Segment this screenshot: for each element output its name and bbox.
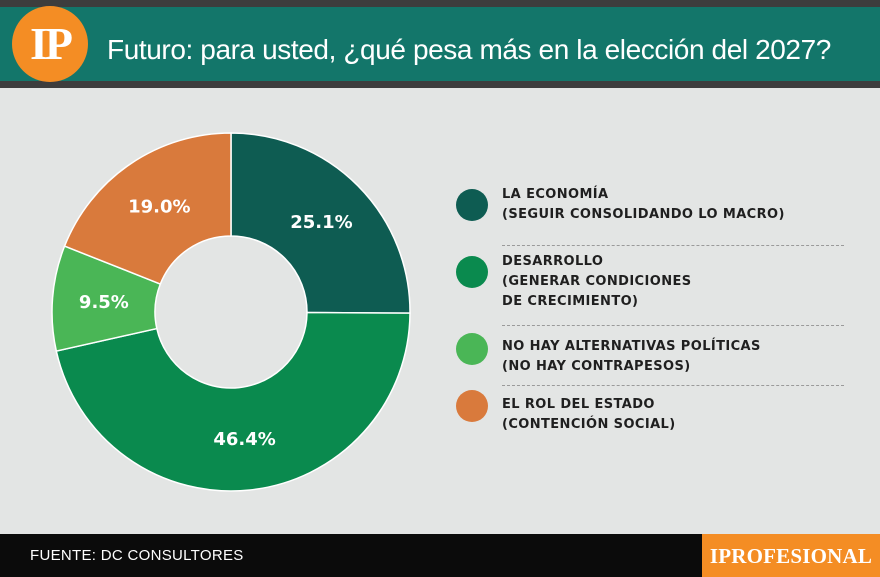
legend-divider-3 xyxy=(502,385,844,386)
legend-swatch-3 xyxy=(456,333,488,365)
ip-logo-text: IP xyxy=(30,18,73,69)
ip-logo: IP xyxy=(12,6,88,82)
slice-value-label-1: 25.1% xyxy=(290,212,352,233)
legend-swatch-4 xyxy=(456,390,488,422)
legend-label-2: DESARROLLO (GENERAR CONDICIONES DE CRECIMI… xyxy=(502,252,692,312)
brand-box: IPROFESIONAL xyxy=(702,534,880,577)
slice-value-label-2: 46.4% xyxy=(213,429,275,450)
legend-label-3: NO HAY ALTERNATIVAS POLÍTICAS (NO HAY CON… xyxy=(502,337,761,377)
legend-label-line: DE CRECIMIENTO) xyxy=(502,294,639,309)
legend-label-line: NO HAY ALTERNATIVAS POLÍTICAS xyxy=(502,339,761,354)
legend-divider-2 xyxy=(502,325,844,326)
brand-name: IPROFESIONAL xyxy=(709,544,873,568)
legend-label-4: EL ROL DEL ESTADO (CONTENCIÓN SOCIAL) xyxy=(502,395,676,435)
legend-label-line: (NO HAY CONTRAPESOS) xyxy=(502,359,691,374)
header-banner: Futuro: para usted, ¿qué pesa más en la … xyxy=(0,7,880,81)
slice-value-label-4: 19.0% xyxy=(128,197,190,218)
legend-label-line: EL ROL DEL ESTADO xyxy=(502,397,655,412)
legend-label-line: DESARROLLO xyxy=(502,254,604,269)
donut-slice-2 xyxy=(55,311,411,492)
donut-slice-4 xyxy=(63,132,232,285)
source-note: FUENTE: DC CONSULTORES xyxy=(30,547,244,564)
donut-chart: 25.1% 46.4% 9.5% 19.0% xyxy=(51,132,411,492)
legend-label-line: (GENERAR CONDICIONES xyxy=(502,274,692,289)
legend-divider-1 xyxy=(502,245,844,246)
legend-swatch-1 xyxy=(456,189,488,221)
slice-value-label-3: 9.5% xyxy=(79,292,129,313)
legend-label-line: (SEGUIR CONSOLIDANDO LO MACRO) xyxy=(502,207,785,222)
legend-swatch-2 xyxy=(456,256,488,288)
footer-bar: FUENTE: DC CONSULTORES IPROFESIONAL xyxy=(0,534,880,577)
donut-slice-1 xyxy=(230,132,411,314)
legend-label-1: LA ECONOMÍA (SEGUIR CONSOLIDANDO LO MACRO… xyxy=(502,185,785,225)
chart-area: 25.1% 46.4% 9.5% 19.0% LA ECONOMÍA (SEGUIR C… xyxy=(0,88,880,539)
chart-title: Futuro: para usted, ¿qué pesa más en la … xyxy=(107,34,831,65)
legend-label-line: LA ECONOMÍA xyxy=(502,187,609,202)
legend-label-line: (CONTENCIÓN SOCIAL) xyxy=(502,417,676,432)
